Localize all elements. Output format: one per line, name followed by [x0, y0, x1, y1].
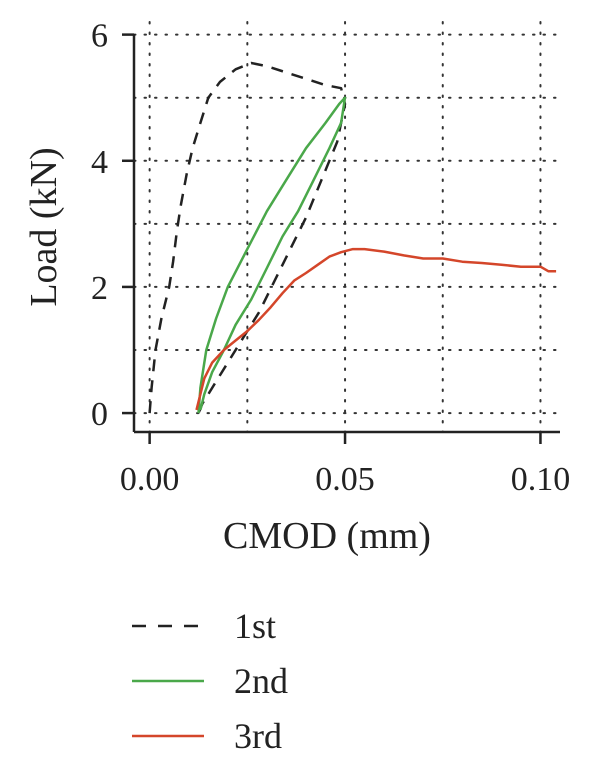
legend-label-1st: 1st — [234, 606, 276, 646]
legend-label-2nd: 2nd — [234, 661, 288, 701]
y-tick-label: 0 — [91, 396, 108, 433]
y-tick-label: 2 — [91, 270, 108, 307]
y-tick-label: 6 — [91, 18, 108, 55]
y-axis-title: Load (kN) — [23, 147, 65, 306]
y-tick-label: 4 — [91, 144, 108, 181]
legend-label-3rd: 3rd — [234, 716, 282, 756]
plot-area — [148, 61, 557, 414]
x-tick-label: 0.05 — [315, 461, 375, 498]
x-tick-label: 0.10 — [511, 461, 571, 498]
x-axis-title: CMOD (mm) — [223, 515, 431, 557]
legend: 1st 2nd 3rd — [132, 606, 288, 756]
axes: 0 2 4 6 0.00 0.05 0.10 — [91, 18, 570, 498]
series-line-2nd — [197, 96, 347, 414]
series-line-3rd — [195, 247, 557, 411]
x-tick-label: 0.00 — [120, 461, 180, 498]
grid-lines — [133, 21, 561, 433]
